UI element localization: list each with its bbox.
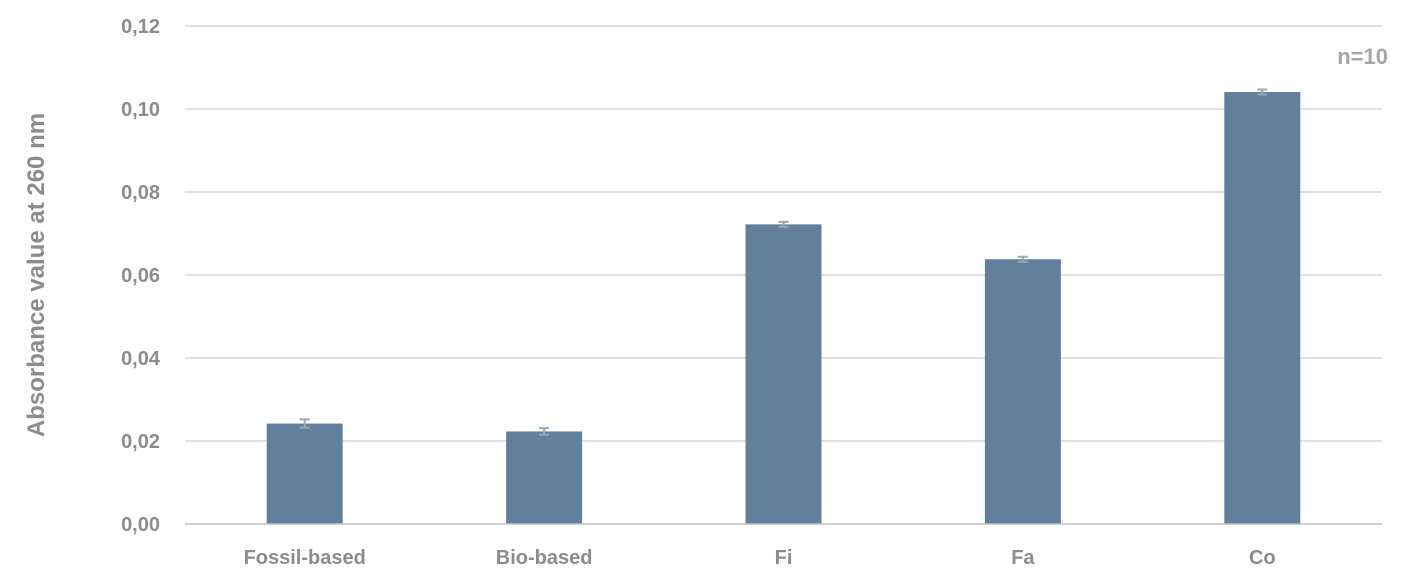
y-tick-label: 0,06 xyxy=(121,265,160,287)
x-tick-label: Bio-based xyxy=(496,547,593,568)
error-bar xyxy=(778,220,789,228)
x-tick-label: Fossil-based xyxy=(244,547,366,568)
bar xyxy=(266,423,343,524)
error-bars xyxy=(299,88,1268,436)
bar xyxy=(745,224,822,524)
x-tick-label: Co xyxy=(1249,547,1276,568)
y-tick-labels: 0,00 0,02 0,04 0,06 0,08 0,10 0,12 xyxy=(121,16,161,536)
bars xyxy=(266,91,1301,525)
bar xyxy=(984,259,1061,524)
sample-size-annotation: n=10 xyxy=(1337,44,1388,69)
x-tick-label: Fi xyxy=(775,547,793,568)
bar xyxy=(1224,91,1301,525)
bar xyxy=(506,431,583,524)
y-tick-label: 0,00 xyxy=(121,514,160,536)
y-tick-label: 0,12 xyxy=(121,16,160,38)
y-tick-label: 0,02 xyxy=(121,431,160,453)
y-axis-title: Absorbance value at 260 nm xyxy=(23,113,50,437)
y-tick-label: 0,04 xyxy=(121,348,161,370)
y-tick-label: 0,08 xyxy=(121,182,160,204)
error-bar xyxy=(1017,255,1028,263)
y-tick-label: 0,10 xyxy=(121,99,160,121)
error-bar xyxy=(539,427,550,436)
error-bar xyxy=(299,418,310,429)
x-tick-labels: Fossil-based Bio-based Fi Fa Co xyxy=(244,547,1276,568)
x-tick-label: Fa xyxy=(1011,547,1035,568)
error-bar xyxy=(1257,88,1268,96)
